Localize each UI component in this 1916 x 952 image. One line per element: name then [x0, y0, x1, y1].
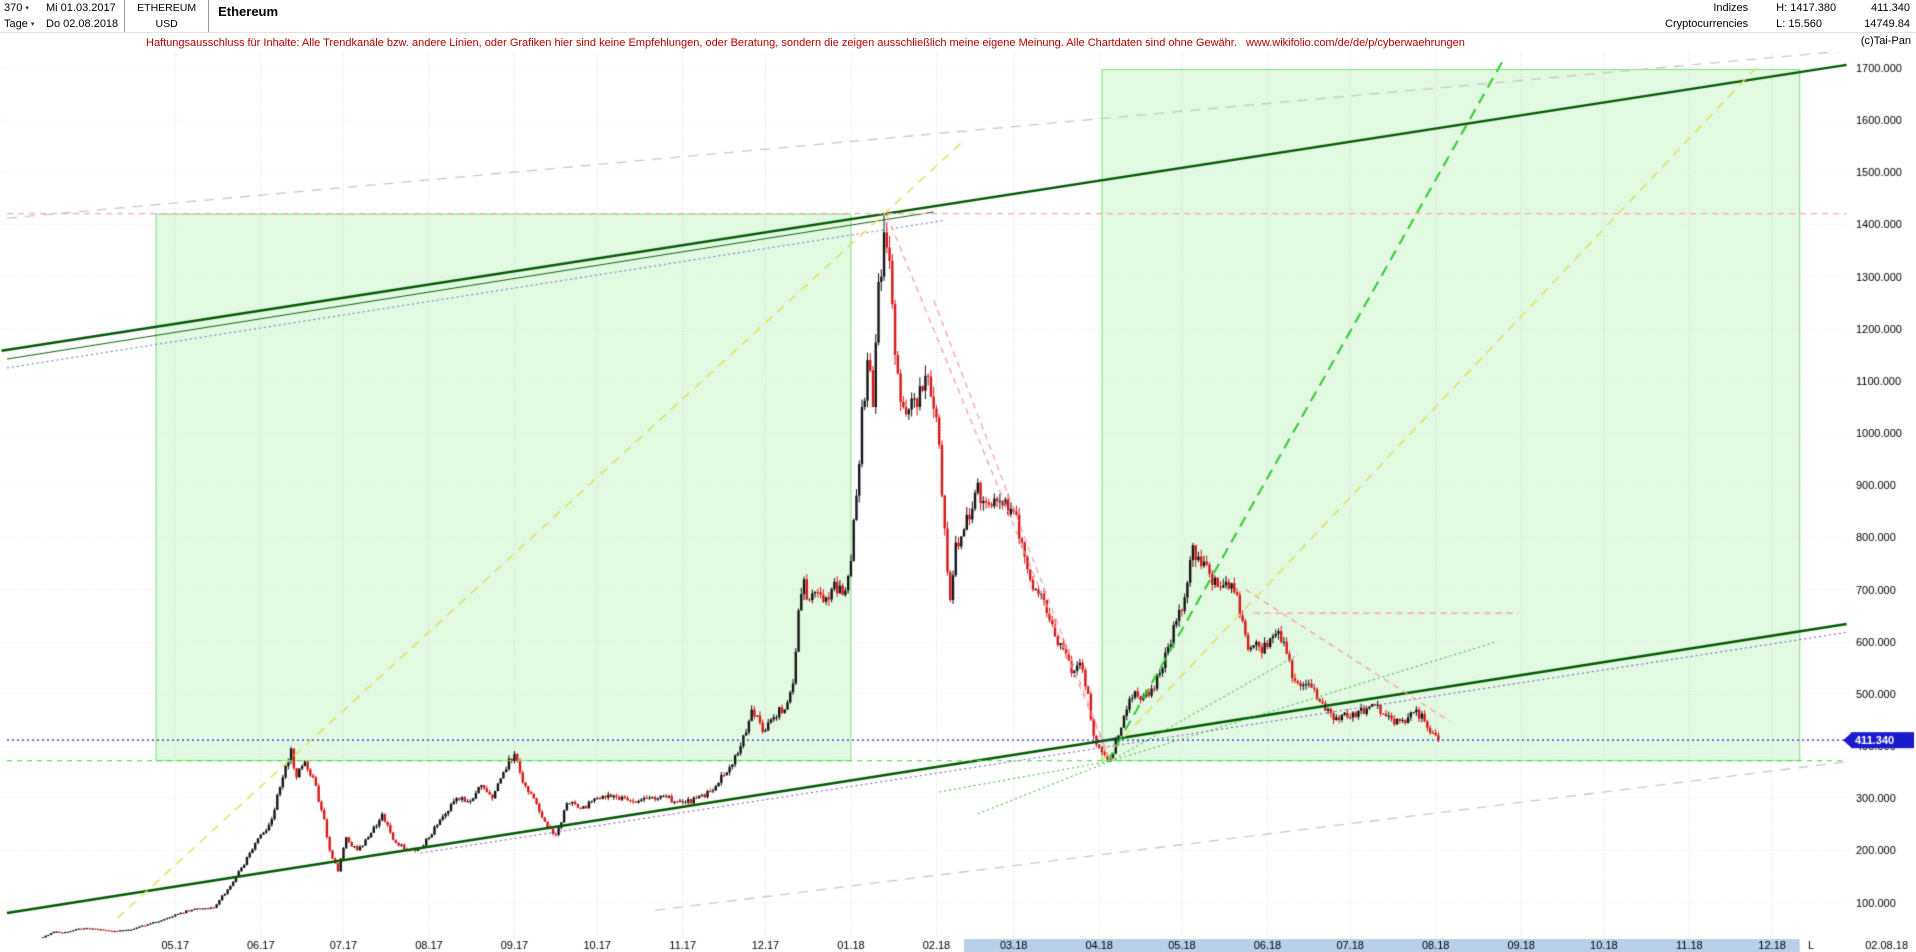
period-value: Tage	[4, 18, 28, 30]
disclaimer-text: Haftungsausschluss für Inhalte: Alle Tre…	[146, 37, 1465, 49]
instrument-title: Ethereum	[218, 4, 279, 19]
index-value: 14749.84	[1864, 18, 1910, 30]
period-high: H: 1417.380	[1776, 2, 1837, 14]
chevron-down-icon: ▾	[30, 20, 35, 28]
price-chart-canvas[interactable]	[0, 52, 1916, 952]
bars-count-dropdown[interactable]: 370 ▾	[4, 2, 38, 14]
chevron-down-icon: ▾	[25, 4, 29, 12]
disclaimer-body: Haftungsausschluss für Inhalte: Alle Tre…	[146, 36, 1237, 49]
range-selectors: 370 ▾ Mi 01.03.2017 Tage ▾ Do 02.08.2018	[0, 0, 124, 32]
bars-count-value: 370	[4, 2, 23, 14]
symbol-name: ETHEREUM	[137, 2, 197, 14]
category-group: Indizes	[1713, 2, 1749, 14]
toolbar: 370 ▾ Mi 01.03.2017 Tage ▾ Do 02.08.2018…	[0, 0, 1916, 33]
period-dropdown[interactable]: Tage ▾	[4, 18, 38, 30]
quote-info: Indizes Cryptocurrencies H: 1417.380 L: …	[1665, 0, 1916, 32]
last-price: 411.340	[1871, 2, 1910, 14]
period-low: L: 15.560	[1776, 18, 1823, 30]
disclaimer-url: www.wikifolio.com/de/de/p/cyberwaehrunge…	[1245, 36, 1465, 49]
copyright-label: (c)Tai-Pan	[1854, 35, 1911, 47]
category-column: Indizes Cryptocurrencies	[1665, 2, 1748, 30]
category-subgroup: Cryptocurrencies	[1665, 18, 1749, 30]
date-to-field[interactable]: Do 02.08.2018	[46, 18, 119, 30]
symbol-currency: USD	[155, 18, 178, 30]
symbol-cell[interactable]: ETHEREUM USD	[124, 0, 210, 32]
high-low-column: H: 1417.380 L: 15.560	[1776, 2, 1836, 30]
annotation-row: Haftungsausschluss für Inhalte: Alle Tre…	[0, 33, 1916, 52]
date-from-field[interactable]: Mi 01.03.2017	[46, 2, 116, 14]
price-column: 411.340 14749.84	[1864, 2, 1910, 30]
